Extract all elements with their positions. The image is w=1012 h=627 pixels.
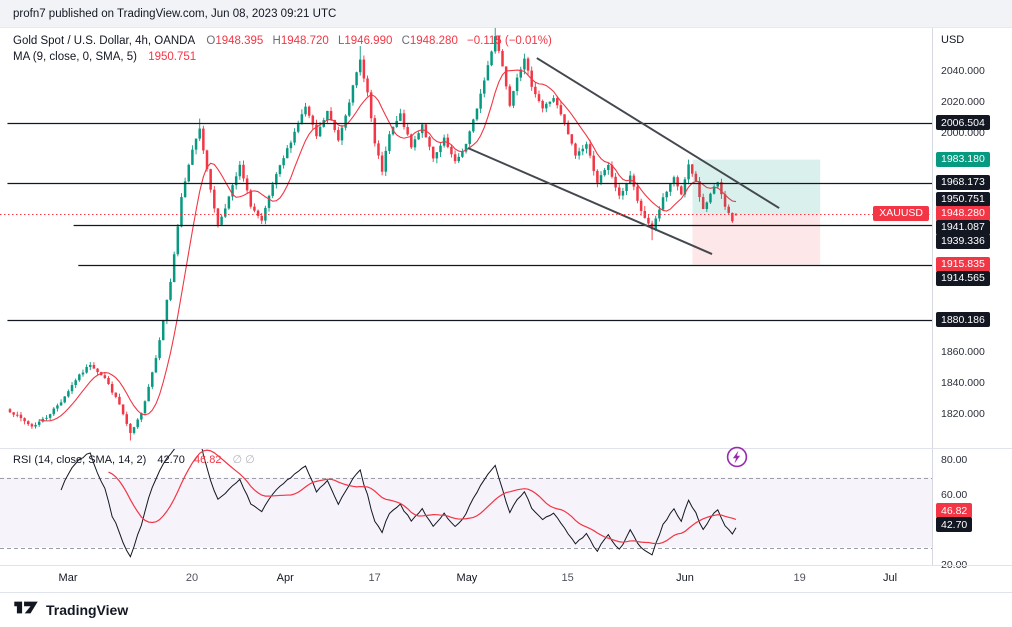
ma-indicator-value: 1950.751 [148, 51, 197, 63]
attribution-text: profn7 published on TradingView.com, Jun… [13, 8, 337, 20]
time-axis-label: Apr [276, 572, 294, 584]
ohlc-close-label: C [401, 35, 410, 47]
attribution-bar: profn7 published on TradingView.com, Jun… [0, 0, 1012, 28]
chart-area: Gold Spot / U.S. Dollar, 4h, OANDA O1948… [0, 28, 1012, 592]
price-axis-tick: 1860.000 [941, 345, 985, 358]
time-axis-label: 17 [368, 572, 381, 584]
time-axis-label: May [456, 572, 478, 584]
ohlc-high-label: H [272, 35, 281, 47]
time-axis-label: Jul [883, 572, 898, 584]
ohlc-low-label: L [337, 35, 345, 47]
rsi-axis-tick: 80.00 [941, 454, 968, 466]
tradingview-brand-text[interactable]: TradingView [46, 602, 129, 618]
symbol-legend-row: Gold Spot / U.S. Dollar, 4h, OANDA O1948… [13, 33, 552, 49]
time-axis-label: Mar [58, 572, 78, 584]
time-axis-label: 20 [185, 572, 199, 584]
ma-legend-row: MA (9, close, 0, SMA, 5) 1950.751 [13, 49, 552, 65]
rsi-legend: RSI (14, close, SMA, 14, 2) 42.70 46.82 … [13, 452, 255, 468]
rsi-indicator-label[interactable]: RSI (14, close, SMA, 14, 2) [13, 454, 147, 466]
time-axis-label: 19 [793, 572, 806, 584]
axis-price-badge: 2006.504 [936, 115, 990, 131]
boost-lightning-icon[interactable] [726, 446, 748, 468]
axis-price-badge: 1948.280 [936, 205, 990, 221]
rsi-value: 42.70 [157, 454, 185, 466]
price-change: −0.115 (−0.01%) [467, 35, 552, 47]
price-axis-tick: 1820.000 [941, 408, 985, 420]
currency-label: USD [941, 34, 965, 46]
tradingview-logo-icon[interactable] [13, 599, 39, 621]
axis-price-badge: 1939.336 [936, 233, 990, 249]
rsi-axis-tick: 60.00 [941, 489, 968, 501]
axis-price-badge: 1950.751 [936, 191, 990, 207]
main-legend: Gold Spot / U.S. Dollar, 4h, OANDA O1948… [13, 33, 552, 65]
axis-price-badge: 1941.087 [936, 219, 990, 235]
time-axis[interactable]: Mar 20 Apr 17 May 15 Jun 19 Jul [0, 565, 932, 592]
price-axis-tick: 2000.000 [941, 127, 985, 140]
price-axis[interactable]: USD 2040.000 2020.000 2000.000 1860.000 1840… [932, 28, 1012, 571]
rsi-ma-value: 46.82 [193, 454, 222, 466]
bottom-toolbar: TradingView [0, 592, 1012, 627]
time-axis-divider [0, 565, 1012, 566]
price-axis-tick: 2020.000 [941, 96, 985, 109]
ohlc-open-value: 1948.395 [215, 35, 264, 47]
price-chart-canvas[interactable] [0, 28, 932, 565]
price-axis-tick: 2040.000 [941, 65, 985, 77]
rsi-pane-divider[interactable] [0, 448, 1012, 449]
time-axis-label: 15 [561, 572, 574, 584]
axis-price-badge: 42.70 [936, 517, 973, 533]
axis-price-badge: 46.82 [936, 503, 973, 519]
axis-price-badge: 1914.565 [936, 270, 990, 286]
ohlc-open-label: O [206, 35, 216, 47]
ohlc-high-value: 1948.720 [280, 35, 329, 47]
axis-price-badge: 1983.180 [936, 151, 990, 167]
ma-indicator-label[interactable]: MA (9, close, 0, SMA, 5) [13, 51, 137, 63]
price-axis-tick: 1840.000 [941, 376, 985, 389]
symbol-price-label: XAUUSD [873, 205, 929, 221]
ohlc-low-value: 1946.990 [344, 35, 393, 47]
time-axis-label: Jun [676, 572, 694, 584]
axis-price-badge: 1915.835 [936, 256, 990, 272]
ohlc-close-value: 1948.280 [409, 35, 458, 47]
axis-price-badge: 1880.186 [936, 312, 990, 328]
symbol-title[interactable]: Gold Spot / U.S. Dollar, 4h, OANDA [13, 35, 196, 47]
axis-price-badge: 1968.173 [936, 174, 990, 190]
rsi-hidden-values: ∅ ∅ [232, 454, 255, 466]
